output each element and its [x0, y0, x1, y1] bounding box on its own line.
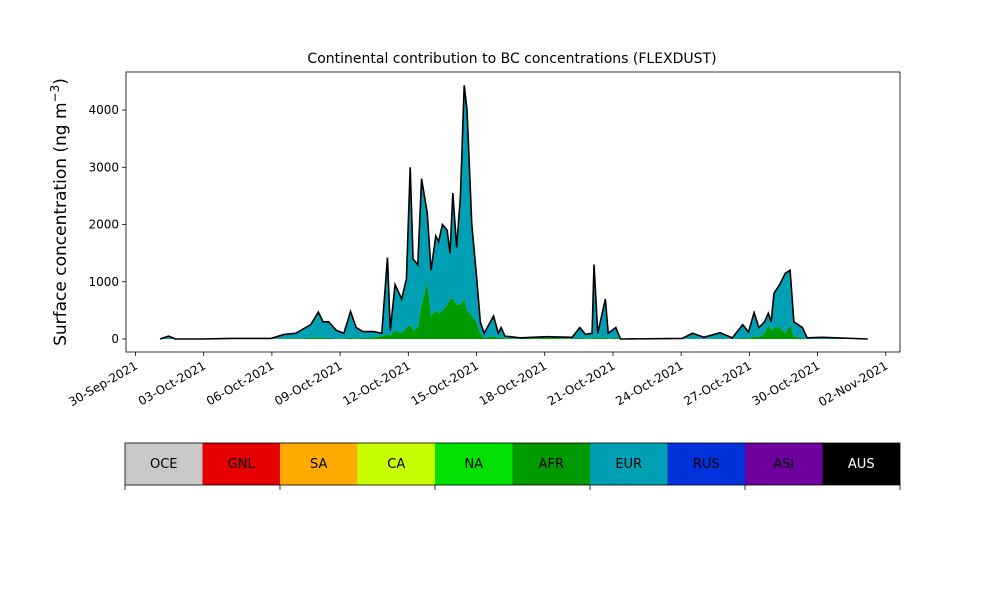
colorbar-label: ASI	[773, 457, 794, 472]
colorbar-label: AUS	[848, 457, 875, 472]
colorbar-label: AFR	[539, 457, 564, 472]
colorbar-label: NA	[464, 457, 483, 472]
total-outline	[159, 85, 868, 340]
colorbar-label: EUR	[615, 457, 642, 472]
y-tick-label: 0	[111, 332, 119, 346]
y-tick-label: 4000	[88, 103, 119, 117]
colorbar-cell	[202, 443, 280, 485]
y-tick-label: 2000	[88, 218, 119, 232]
colorbar-label: OCE	[150, 457, 178, 472]
y-axis-label: Surface concentration (ng m−3)	[48, 78, 71, 346]
y-label-suffix: )	[51, 78, 71, 85]
colorbar-cell	[512, 443, 590, 485]
colorbar-cell	[357, 443, 435, 485]
colorbar-cell	[280, 443, 358, 485]
colorbar-cell	[822, 443, 900, 485]
colorbar-cell	[590, 443, 668, 485]
colorbar-cell	[125, 443, 203, 485]
colorbar-cell	[667, 443, 745, 485]
y-tick-label: 3000	[88, 160, 119, 174]
colorbar-label: SA	[310, 457, 327, 472]
y-label-superscript: −3	[48, 85, 62, 103]
chart-title: Continental contribution to BC concentra…	[307, 51, 716, 67]
colorbar-label: CA	[387, 457, 405, 472]
colorbar: OCE GNL SA CA NA AFR EUR RUS ASI AUS	[124, 442, 901, 490]
y-tick-label: 1000	[88, 275, 119, 289]
plot-area	[159, 85, 868, 340]
colorbar-frame	[124, 442, 901, 486]
colorbar-label: GNL	[228, 457, 256, 472]
colorbar-cell	[745, 443, 823, 485]
y-label-text: Surface concentration (ng m	[51, 102, 71, 345]
colorbar-cell	[435, 443, 513, 485]
axes-frame	[125, 71, 901, 353]
colorbar-label: RUS	[693, 457, 720, 472]
